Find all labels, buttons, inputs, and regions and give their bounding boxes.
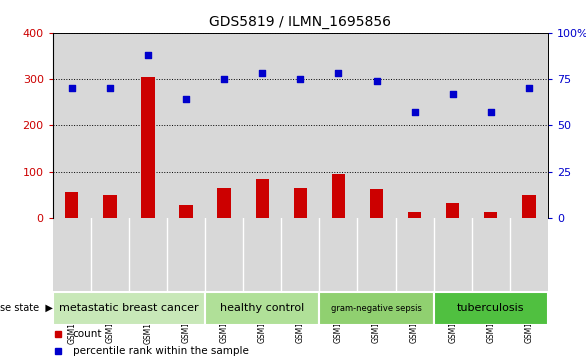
Bar bbox=[319, 292, 434, 325]
Bar bbox=[522, 195, 536, 218]
Text: tuberculosis: tuberculosis bbox=[457, 303, 524, 313]
Point bbox=[105, 85, 115, 91]
Bar bbox=[129, 218, 167, 291]
Point bbox=[182, 97, 191, 102]
Bar bbox=[357, 218, 396, 291]
Bar bbox=[434, 292, 548, 325]
Bar bbox=[510, 33, 548, 218]
Bar bbox=[53, 33, 91, 218]
Point bbox=[220, 76, 229, 82]
Bar bbox=[510, 218, 548, 291]
Bar bbox=[446, 203, 459, 218]
Point bbox=[448, 91, 458, 97]
Text: count: count bbox=[73, 329, 102, 339]
Bar bbox=[434, 218, 472, 291]
Text: gram-negative sepsis: gram-negative sepsis bbox=[331, 304, 422, 313]
Point bbox=[486, 109, 496, 115]
Text: percentile rank within the sample: percentile rank within the sample bbox=[73, 346, 248, 356]
Bar bbox=[205, 292, 319, 325]
Bar bbox=[91, 218, 129, 291]
Bar bbox=[281, 218, 319, 291]
Bar bbox=[53, 292, 205, 325]
Bar bbox=[294, 188, 307, 218]
Bar bbox=[396, 218, 434, 291]
Point bbox=[296, 76, 305, 82]
Bar bbox=[319, 33, 357, 218]
Point bbox=[144, 52, 153, 58]
Bar bbox=[472, 218, 510, 291]
Point bbox=[410, 109, 420, 115]
Bar bbox=[484, 212, 498, 218]
Bar bbox=[53, 218, 91, 291]
Bar bbox=[243, 218, 281, 291]
Point bbox=[524, 85, 534, 91]
Bar bbox=[129, 33, 167, 218]
Bar bbox=[91, 33, 129, 218]
Bar bbox=[255, 179, 269, 218]
Bar bbox=[434, 33, 472, 218]
Bar bbox=[332, 174, 345, 218]
Bar bbox=[217, 188, 231, 218]
Bar bbox=[472, 33, 510, 218]
Bar bbox=[243, 33, 281, 218]
Bar bbox=[167, 218, 205, 291]
Point bbox=[372, 78, 381, 84]
Bar bbox=[65, 192, 79, 218]
Bar bbox=[205, 33, 243, 218]
Point bbox=[258, 70, 267, 76]
Bar bbox=[357, 33, 396, 218]
Bar bbox=[179, 205, 193, 218]
Bar bbox=[281, 33, 319, 218]
Bar bbox=[396, 33, 434, 218]
Bar bbox=[167, 33, 205, 218]
Bar bbox=[319, 218, 357, 291]
Text: disease state  ▶: disease state ▶ bbox=[0, 303, 53, 313]
Title: GDS5819 / ILMN_1695856: GDS5819 / ILMN_1695856 bbox=[209, 15, 391, 29]
Bar bbox=[408, 212, 421, 218]
Point bbox=[334, 70, 343, 76]
Bar bbox=[103, 195, 117, 218]
Text: healthy control: healthy control bbox=[220, 303, 304, 313]
Bar bbox=[370, 189, 383, 218]
Bar bbox=[141, 77, 155, 218]
Text: metastatic breast cancer: metastatic breast cancer bbox=[59, 303, 199, 313]
Point bbox=[67, 85, 76, 91]
Bar bbox=[205, 218, 243, 291]
